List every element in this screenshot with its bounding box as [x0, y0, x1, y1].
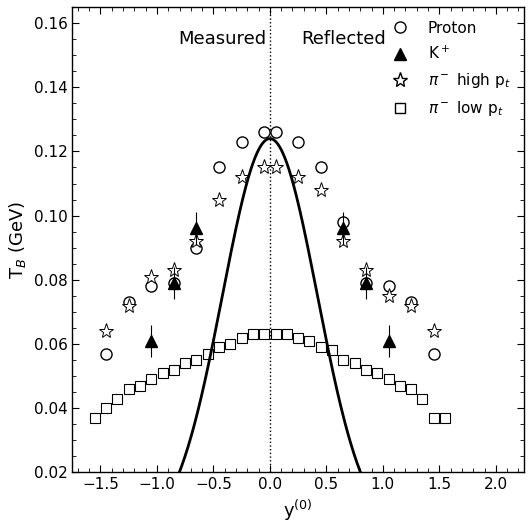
- X-axis label: y$^{(0)}$: y$^{(0)}$: [284, 498, 313, 523]
- Y-axis label: T$_B$ (GeV): T$_B$ (GeV): [7, 201, 28, 279]
- Text: Measured: Measured: [178, 30, 267, 48]
- Text: Reflected: Reflected: [301, 30, 386, 48]
- Legend: Proton, K$^+$, $\pi^-$ high p$_t$, $\pi^-$ low p$_t$: Proton, K$^+$, $\pi^-$ high p$_t$, $\pi^…: [379, 15, 517, 125]
